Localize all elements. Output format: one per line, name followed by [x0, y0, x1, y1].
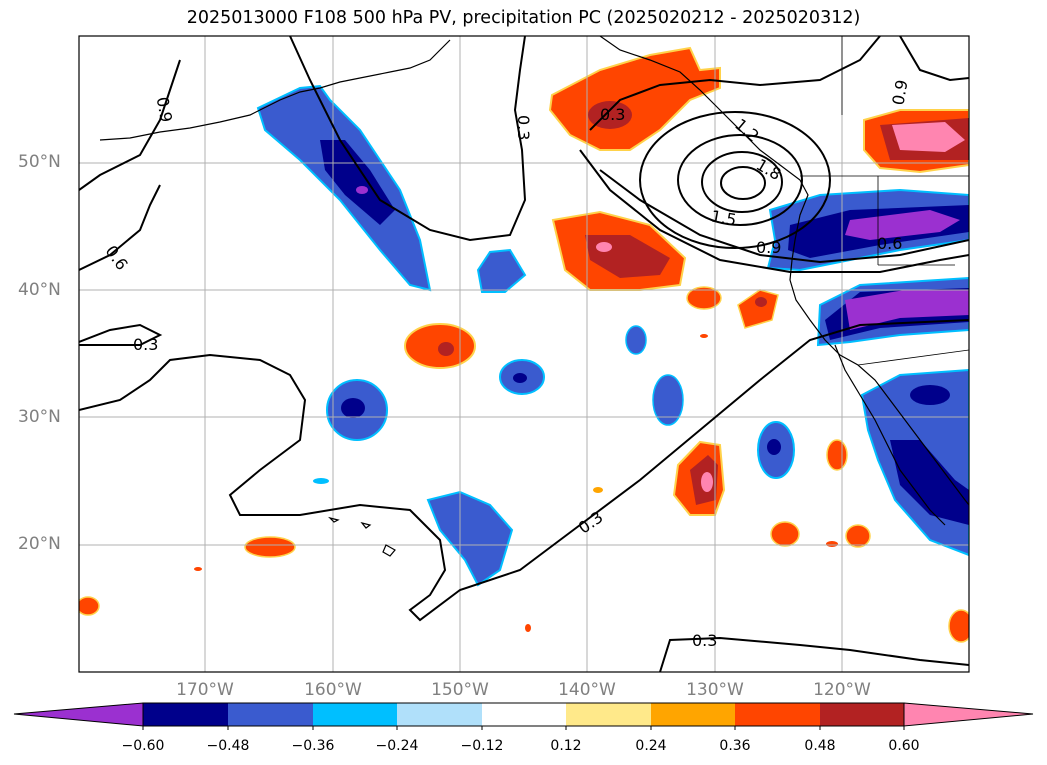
contour-label: 0.6 [102, 242, 132, 274]
lon-label: 150°W [431, 680, 489, 700]
colorbar-extend-max [903, 702, 1034, 727]
lat-label: 20°N [18, 534, 61, 554]
graticule [79, 36, 969, 672]
colorbar-tick-label: 0.48 [804, 738, 836, 754]
colorbar-segment [397, 703, 482, 726]
colorbar-tick-label: 0.12 [550, 738, 582, 754]
contour-label: 0.9 [153, 95, 176, 123]
colorbar-segment [228, 703, 313, 726]
contour-label: 0.9 [888, 78, 911, 106]
map-frame [78, 35, 970, 673]
colorbar-tick-label: −0.36 [291, 738, 335, 754]
colorbar-tick-label: 0.24 [635, 738, 667, 754]
coastlines [99, 36, 969, 557]
colorbar-segment [143, 703, 228, 726]
colorbar-segment [482, 703, 566, 726]
colorbar-tick-label: −0.12 [460, 738, 504, 754]
contour-label: 0.3 [692, 631, 717, 650]
colorbar-tick-label: −0.24 [375, 738, 419, 754]
colorbar-tick-label: 0.36 [719, 738, 751, 754]
contour-label: 0.9 [756, 238, 781, 257]
colorbar-segment [820, 703, 904, 726]
contour-label: 1.2 [731, 115, 763, 146]
lat-label: 50°N [18, 152, 61, 172]
contour-label: 1.5 [709, 206, 737, 229]
contour-label: 0.6 [877, 234, 902, 253]
colorbar-segment [651, 703, 735, 726]
colorbar-tick-label: −0.60 [121, 738, 165, 754]
colorbar-segment [566, 703, 651, 726]
contour-label: 0.3 [514, 115, 533, 140]
contour-label: 1.8 [753, 155, 785, 184]
colorbar-tick-label: 0.60 [888, 738, 920, 754]
lon-label: 160°W [304, 680, 362, 700]
pv-contours [79, 36, 969, 672]
lat-label: 40°N [18, 280, 61, 300]
lon-label: 140°W [558, 680, 616, 700]
colorbar-segment [313, 703, 397, 726]
lon-label: 130°W [686, 680, 744, 700]
lon-label: 170°W [176, 680, 234, 700]
contour-label: 0.3 [575, 507, 607, 537]
colorbar-tick-label: −0.48 [206, 738, 250, 754]
lat-label: 30°N [18, 407, 61, 427]
positive-precip-anomalies [79, 46, 969, 643]
contour-label: 0.3 [133, 335, 158, 354]
colorbar-segment [735, 703, 820, 726]
map-title: 2025013000 F108 500 hPa PV, precipitatio… [186, 8, 861, 28]
colorbar [13, 702, 1034, 730]
colorbar-extend-min [13, 702, 144, 727]
lon-label: 120°W [813, 680, 871, 700]
negative-precip-anomalies [256, 84, 969, 587]
contour-label: 0.3 [600, 105, 625, 124]
